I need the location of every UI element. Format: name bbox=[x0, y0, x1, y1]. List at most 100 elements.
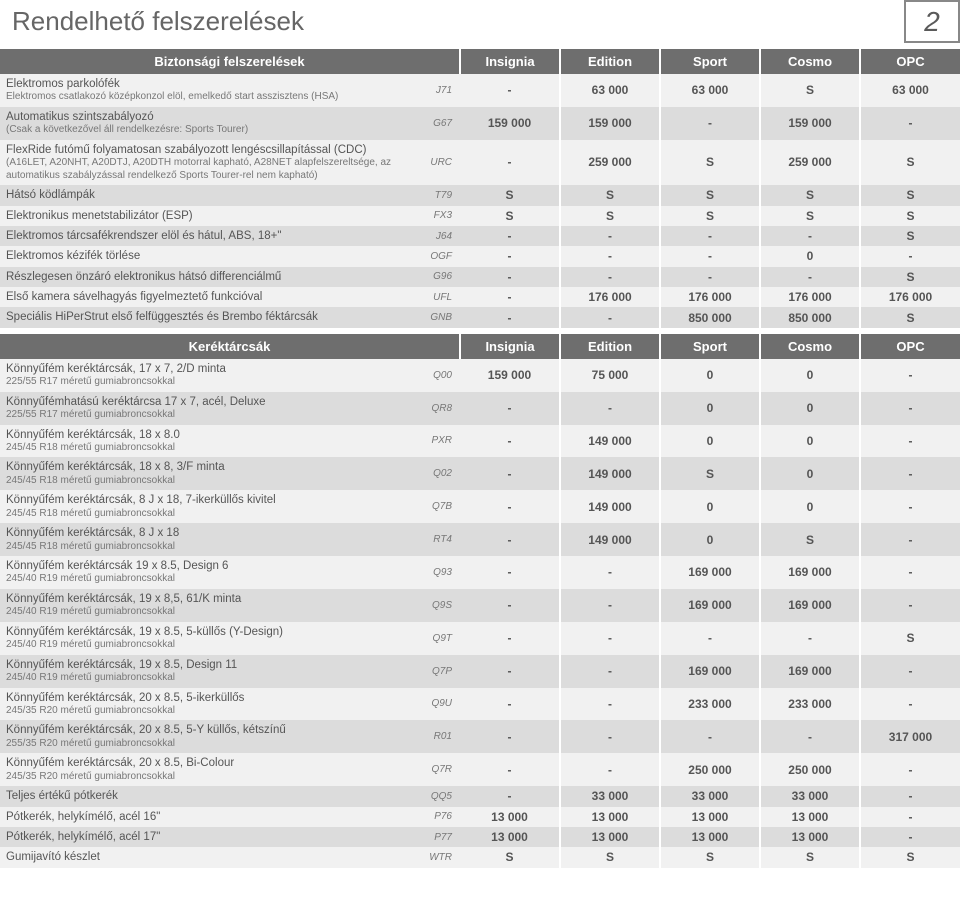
value-cell: 13 000 bbox=[760, 827, 860, 847]
value-cell: - bbox=[460, 786, 560, 806]
value-cell: S bbox=[660, 206, 760, 226]
column-header: Insignia bbox=[460, 49, 560, 74]
value-cell: 159 000 bbox=[460, 359, 560, 392]
value-cell: - bbox=[460, 556, 560, 589]
value-cell: S bbox=[860, 185, 960, 205]
value-cell: - bbox=[560, 392, 660, 425]
equipment-table: Biztonsági felszerelésekInsigniaEditionS… bbox=[0, 49, 960, 328]
row-description: Könnyűfém keréktárcsák, 8 J x 18, 7-iker… bbox=[0, 490, 410, 523]
value-cell: - bbox=[660, 267, 760, 287]
table-row: Könnyűfém keréktárcsák, 20 x 8.5, 5-iker… bbox=[0, 688, 960, 721]
value-cell: S bbox=[860, 267, 960, 287]
value-cell: - bbox=[760, 267, 860, 287]
row-description: Elektromos tárcsafékrendszer elöl és hát… bbox=[0, 226, 410, 246]
table-row: Pótkerék, helykímélő, acél 16"P7613 0001… bbox=[0, 807, 960, 827]
column-header: Cosmo bbox=[760, 334, 860, 359]
row-description: Automatikus szintszabályozó(Csak a követ… bbox=[0, 107, 410, 140]
row-description: Könnyűfémhatású keréktárcsa 17 x 7, acél… bbox=[0, 392, 410, 425]
value-cell: S bbox=[860, 140, 960, 185]
table-row: Első kamera sávelhagyás figyelmeztető fu… bbox=[0, 287, 960, 307]
value-cell: - bbox=[460, 655, 560, 688]
value-cell: 259 000 bbox=[560, 140, 660, 185]
value-cell: 0 bbox=[660, 523, 760, 556]
value-cell: - bbox=[560, 556, 660, 589]
row-description: Könnyűfém keréktárcsák, 19 x 8.5, Design… bbox=[0, 655, 410, 688]
row-code: R01 bbox=[410, 720, 460, 753]
row-code: Q02 bbox=[410, 457, 460, 490]
value-cell: 169 000 bbox=[760, 589, 860, 622]
table-row: Könnyűfém keréktárcsák, 19 x 8.5, 5-küll… bbox=[0, 622, 960, 655]
value-cell: - bbox=[560, 589, 660, 622]
tables-container: Biztonsági felszerelésekInsigniaEditionS… bbox=[0, 49, 960, 868]
column-header: Edition bbox=[560, 49, 660, 74]
row-code: G67 bbox=[410, 107, 460, 140]
value-cell: - bbox=[460, 523, 560, 556]
value-cell: 33 000 bbox=[660, 786, 760, 806]
row-code: G96 bbox=[410, 267, 460, 287]
row-code: Q7B bbox=[410, 490, 460, 523]
value-cell: 317 000 bbox=[860, 720, 960, 753]
value-cell: 159 000 bbox=[760, 107, 860, 140]
column-header: OPC bbox=[860, 49, 960, 74]
value-cell: - bbox=[760, 226, 860, 246]
table-row: Könnyűfém keréktárcsák, 20 x 8.5, Bi-Col… bbox=[0, 753, 960, 786]
row-code: GNB bbox=[410, 307, 460, 327]
row-code: UFL bbox=[410, 287, 460, 307]
row-description: Speciális HiPerStrut első felfüggesztés … bbox=[0, 307, 410, 327]
table-row: Automatikus szintszabályozó(Csak a követ… bbox=[0, 107, 960, 140]
value-cell: - bbox=[860, 359, 960, 392]
value-cell: 250 000 bbox=[760, 753, 860, 786]
value-cell: - bbox=[560, 307, 660, 327]
value-cell: 159 000 bbox=[460, 107, 560, 140]
value-cell: 176 000 bbox=[760, 287, 860, 307]
value-cell: 63 000 bbox=[860, 74, 960, 107]
row-description: Pótkerék, helykímélő, acél 16" bbox=[0, 807, 410, 827]
value-cell: 169 000 bbox=[660, 589, 760, 622]
row-description: Könnyűfém keréktárcsák, 18 x 8, 3/F mint… bbox=[0, 457, 410, 490]
value-cell: - bbox=[460, 267, 560, 287]
value-cell: S bbox=[660, 457, 760, 490]
value-cell: 0 bbox=[660, 359, 760, 392]
value-cell: - bbox=[460, 425, 560, 458]
value-cell: - bbox=[760, 622, 860, 655]
value-cell: - bbox=[860, 688, 960, 721]
value-cell: 250 000 bbox=[660, 753, 760, 786]
table-row: Részlegesen önzáró elektronikus hátsó di… bbox=[0, 267, 960, 287]
value-cell: - bbox=[560, 226, 660, 246]
value-cell: 169 000 bbox=[760, 655, 860, 688]
table-row: Könnyűfém keréktárcsák, 18 x 8.0245/45 R… bbox=[0, 425, 960, 458]
value-cell: - bbox=[860, 556, 960, 589]
value-cell: S bbox=[660, 140, 760, 185]
value-cell: S bbox=[460, 206, 560, 226]
value-cell: - bbox=[860, 107, 960, 140]
row-code: J64 bbox=[410, 226, 460, 246]
value-cell: - bbox=[660, 226, 760, 246]
row-description: Elektromos parkolófékElektromos csatlako… bbox=[0, 74, 410, 107]
value-cell: 176 000 bbox=[860, 287, 960, 307]
value-cell: - bbox=[460, 226, 560, 246]
value-cell: 259 000 bbox=[760, 140, 860, 185]
table-row: Könnyűfém keréktárcsák, 8 J x 18, 7-iker… bbox=[0, 490, 960, 523]
value-cell: - bbox=[660, 622, 760, 655]
table-row: Hátsó ködlámpákT79SSSSS bbox=[0, 185, 960, 205]
value-cell: 176 000 bbox=[660, 287, 760, 307]
value-cell: 13 000 bbox=[660, 807, 760, 827]
value-cell: - bbox=[560, 655, 660, 688]
row-description: Teljes értékű pótkerék bbox=[0, 786, 410, 806]
row-description: Könnyűfém keréktárcsák, 18 x 8.0245/45 R… bbox=[0, 425, 410, 458]
value-cell: 13 000 bbox=[460, 827, 560, 847]
table-row: Könnyűfém keréktárcsák, 18 x 8, 3/F mint… bbox=[0, 457, 960, 490]
value-cell: - bbox=[460, 457, 560, 490]
value-cell: S bbox=[760, 523, 860, 556]
value-cell: 149 000 bbox=[560, 425, 660, 458]
row-code: Q9T bbox=[410, 622, 460, 655]
row-description: Könnyűfém keréktárcsák, 20 x 8.5, 5-Y kü… bbox=[0, 720, 410, 753]
column-header: Sport bbox=[660, 334, 760, 359]
row-code: Q93 bbox=[410, 556, 460, 589]
row-description: Könnyűfém keréktárcsák, 19 x 8.5, 5-küll… bbox=[0, 622, 410, 655]
row-code: Q9S bbox=[410, 589, 460, 622]
equipment-table: KeréktárcsákInsigniaEditionSportCosmoOPC… bbox=[0, 334, 960, 868]
value-cell: 850 000 bbox=[660, 307, 760, 327]
value-cell: - bbox=[660, 720, 760, 753]
value-cell: - bbox=[860, 807, 960, 827]
